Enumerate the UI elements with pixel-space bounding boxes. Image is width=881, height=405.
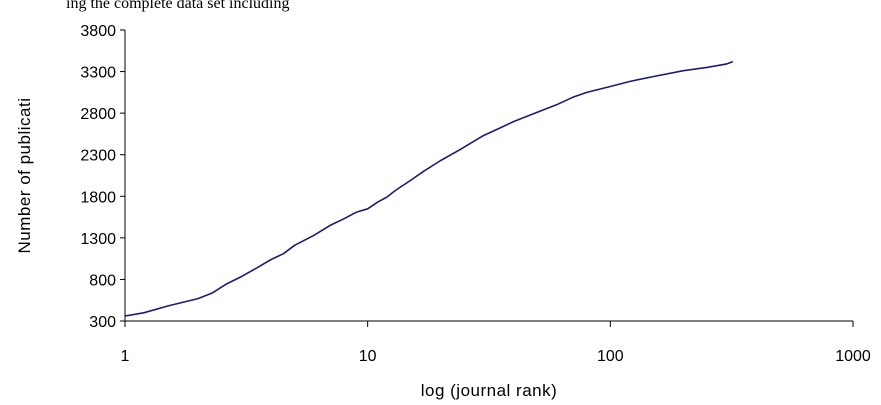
y-tick-label: 300 xyxy=(89,314,116,331)
header-text: ing the complete data set including xyxy=(66,0,290,12)
y-tick-label: 1800 xyxy=(80,189,116,206)
series-layer xyxy=(124,60,734,317)
y-tick-label: 3800 xyxy=(80,23,116,40)
x-tick-label: 100 xyxy=(597,348,624,365)
y-axis-title: Number of publicati xyxy=(15,98,34,254)
x-tick-label: 1 xyxy=(121,348,130,365)
y-tick-label: 2800 xyxy=(80,106,116,123)
x-axis-ticks: 1 10 100 1000 xyxy=(121,321,871,365)
y-tick-label: 800 xyxy=(89,272,116,289)
series-line-0 xyxy=(124,60,734,317)
x-axis-title: log (journal rank) xyxy=(421,381,558,400)
y-axis-ticks: 300 800 1300 1800 2300 2800 3300 3800 xyxy=(80,23,125,331)
y-tick-label: 3300 xyxy=(80,65,116,82)
x-tick-label: 1000 xyxy=(835,348,871,365)
y-tick-label: 1300 xyxy=(80,231,116,248)
x-tick-label: 10 xyxy=(359,348,377,365)
y-tick-label: 2300 xyxy=(80,148,116,165)
plot-area: 300 800 1300 1800 2300 2800 3300 3800 1 10 100 100… xyxy=(80,23,870,365)
